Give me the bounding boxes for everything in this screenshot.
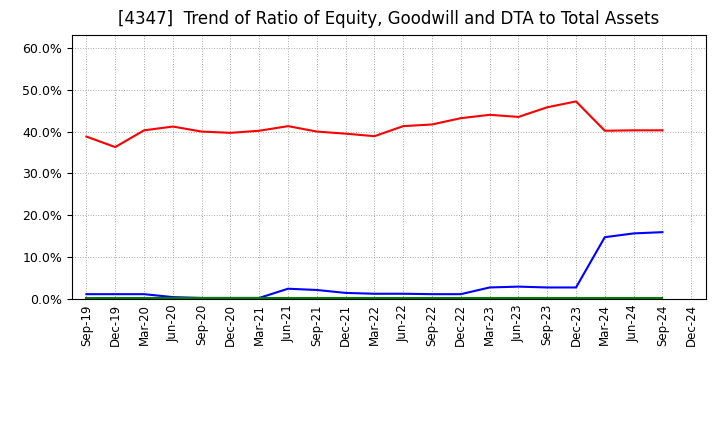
Goodwill — [485, 285, 494, 290]
Equity — [658, 128, 667, 133]
Goodwill — [197, 295, 206, 301]
Deferred Tax Assets — [600, 295, 609, 301]
Goodwill — [658, 230, 667, 235]
Deferred Tax Assets — [226, 295, 235, 301]
Deferred Tax Assets — [168, 295, 177, 301]
Goodwill — [428, 292, 436, 297]
Goodwill — [284, 286, 292, 291]
Deferred Tax Assets — [82, 295, 91, 301]
Equity — [600, 128, 609, 133]
Goodwill — [600, 235, 609, 240]
Goodwill — [572, 285, 580, 290]
Deferred Tax Assets — [428, 295, 436, 301]
Goodwill — [255, 295, 264, 301]
Goodwill — [543, 285, 552, 290]
Goodwill — [370, 291, 379, 297]
Deferred Tax Assets — [658, 295, 667, 301]
Equity — [399, 124, 408, 129]
Goodwill — [312, 287, 321, 293]
Goodwill — [111, 292, 120, 297]
Goodwill — [629, 231, 638, 236]
Equity — [140, 128, 148, 133]
Equity — [370, 134, 379, 139]
Deferred Tax Assets — [140, 295, 148, 301]
Deferred Tax Assets — [399, 295, 408, 301]
Equity — [82, 134, 91, 139]
Equity — [629, 128, 638, 133]
Goodwill — [456, 292, 465, 297]
Deferred Tax Assets — [341, 295, 350, 301]
Equity — [168, 124, 177, 129]
Line: Equity: Equity — [86, 101, 662, 147]
Deferred Tax Assets — [514, 295, 523, 301]
Deferred Tax Assets — [312, 295, 321, 301]
Goodwill — [514, 284, 523, 289]
Goodwill — [168, 294, 177, 300]
Goodwill — [82, 292, 91, 297]
Deferred Tax Assets — [111, 295, 120, 301]
Equity — [514, 114, 523, 120]
Deferred Tax Assets — [370, 295, 379, 301]
Deferred Tax Assets — [485, 295, 494, 301]
Deferred Tax Assets — [456, 295, 465, 301]
Equity — [543, 105, 552, 110]
Deferred Tax Assets — [543, 295, 552, 301]
Equity — [255, 128, 264, 133]
Equity — [197, 129, 206, 134]
Goodwill — [140, 292, 148, 297]
Goodwill — [399, 291, 408, 297]
Equity — [428, 122, 436, 127]
Equity — [341, 131, 350, 136]
Goodwill — [341, 290, 350, 296]
Equity — [111, 144, 120, 150]
Deferred Tax Assets — [255, 295, 264, 301]
Equity — [312, 129, 321, 134]
Deferred Tax Assets — [197, 295, 206, 301]
Deferred Tax Assets — [629, 295, 638, 301]
Equity — [485, 112, 494, 117]
Goodwill — [226, 295, 235, 301]
Title: [4347]  Trend of Ratio of Equity, Goodwill and DTA to Total Assets: [4347] Trend of Ratio of Equity, Goodwil… — [118, 10, 660, 28]
Deferred Tax Assets — [284, 295, 292, 301]
Equity — [572, 99, 580, 104]
Equity — [456, 116, 465, 121]
Equity — [226, 130, 235, 136]
Equity — [284, 124, 292, 129]
Deferred Tax Assets — [572, 295, 580, 301]
Line: Goodwill: Goodwill — [86, 232, 662, 298]
